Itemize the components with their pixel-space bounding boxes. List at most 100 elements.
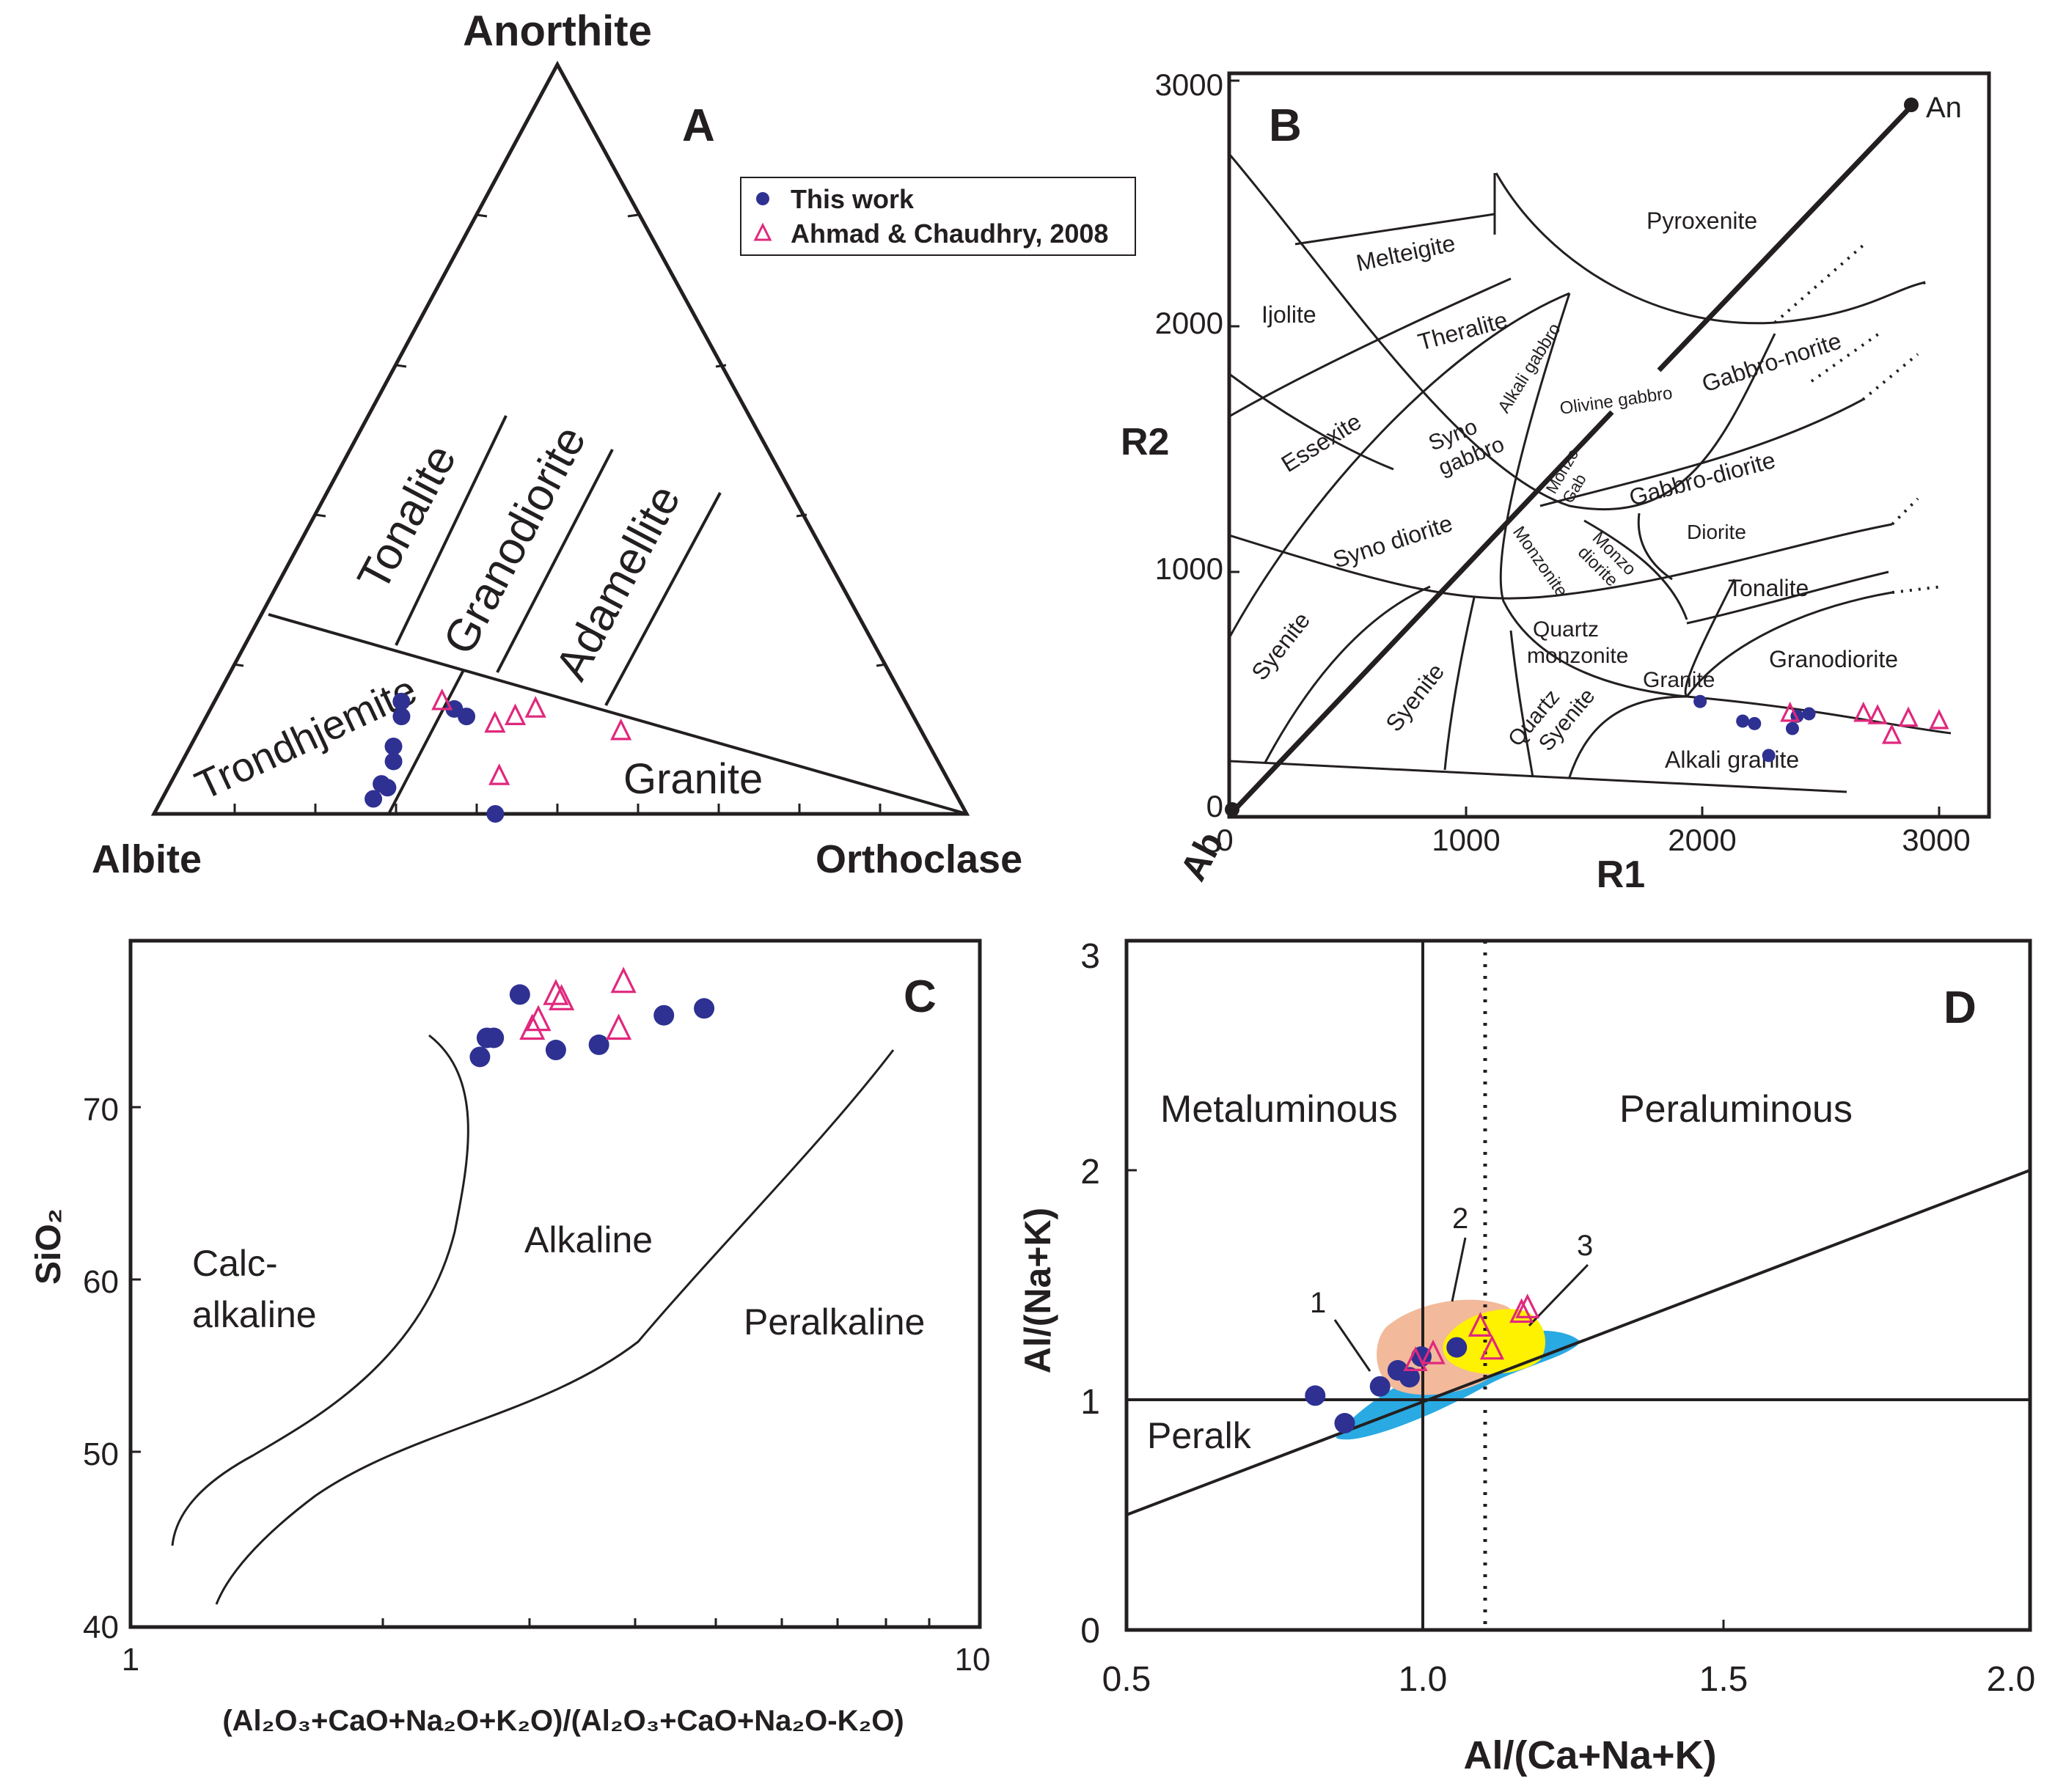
panel-d-ytick-label: 2 [1080, 1153, 1100, 1191]
field-label-line: Quartz [1533, 617, 1599, 642]
apex-orthoclase-label: Orthoclase [816, 837, 1022, 881]
field-calc-alkaline-label: Calc-alkaline [192, 1243, 317, 1335]
data-point-ahmad-chaudhry [1881, 723, 1902, 744]
panel-c-ytick-label: 40 [83, 1609, 119, 1645]
field-label-line: monzonite [1527, 644, 1628, 668]
field-label: Melteigite [1354, 229, 1457, 276]
field-label: Essexite [1277, 408, 1366, 477]
field-label: Monzonite [1509, 523, 1572, 601]
panel-b-xtick-label: 2000 [1668, 823, 1736, 857]
field-label: Tonalite [1728, 575, 1809, 601]
legend-this-work-label: This work [791, 184, 915, 214]
panel-d-frame [1124, 939, 2032, 1632]
field-peralkaline-label: Peralkaline [744, 1301, 925, 1343]
panel-d-xtick-label: 0.5 [1102, 1660, 1151, 1699]
field-label: Quartz monzonite [1527, 617, 1628, 668]
panel-d-ytick-label: 1 [1080, 1383, 1100, 1422]
panel-b-axis-labels: 0 1000 2000 3000 0 1000 2000 3000 R1 R2 [1121, 67, 1971, 896]
region-2-label: 2 [1452, 1202, 1468, 1235]
data-point-ahmad-chaudhry [610, 966, 637, 994]
panel-b-yaxis-title: R2 [1121, 421, 1169, 463]
data-point-this-work [384, 752, 403, 771]
panel-c-ticks [131, 1106, 931, 1628]
data-point-ahmad-chaudhry [1468, 1312, 1492, 1337]
panel-d-yaxis-title: Al/(Na+K) [1017, 1208, 1058, 1373]
data-point-this-work [469, 1046, 491, 1068]
data-point-this-work [365, 790, 383, 808]
data-point-this-work [486, 805, 505, 823]
field-label: Theralite [1415, 306, 1510, 356]
data-point-this-work [1802, 707, 1816, 721]
peralkaline-boundary [215, 1049, 895, 1605]
ternary-ticks [232, 213, 887, 814]
panel-b-xtick-label: 1000 [1432, 823, 1500, 857]
data-point-ahmad-chaudhry [1421, 1339, 1446, 1365]
data-point-this-work [1785, 721, 1799, 735]
data-point-ahmad-chaudhry [484, 710, 506, 733]
field-label-line: Calc- [192, 1243, 278, 1284]
data-point-this-work [378, 779, 397, 797]
panel-d-regions [1336, 1299, 1580, 1440]
data-point-ahmad-chaudhry [1403, 1346, 1428, 1371]
panel-b-field-labels: Pyroxenite Melteigite Ijolite Theralite … [1246, 208, 1898, 773]
field-label: Syno diorite [1330, 510, 1456, 573]
panel-c-letter: C [904, 972, 937, 1022]
field-peraluminous-label: Peraluminous [1619, 1088, 1853, 1131]
an-endpoint-label: An [1926, 92, 1962, 124]
data-point-this-work [1446, 1337, 1468, 1358]
calc-alkaline-boundary [171, 1034, 469, 1546]
data-point-this-work [694, 998, 715, 1019]
panel-d-ytick-label: 0 [1080, 1612, 1100, 1650]
data-point-this-work [392, 692, 411, 710]
data-point-ahmad-chaudhry [519, 1013, 546, 1040]
data-point-this-work [458, 708, 476, 726]
panel-d-ticks [1127, 1169, 1725, 1630]
panel-d-ytick-label: 3 [1080, 937, 1100, 976]
panel-d-xtick-label: 1.5 [1699, 1660, 1748, 1699]
data-point-this-work [1399, 1367, 1420, 1388]
panel-d-xtick-label: 1.0 [1399, 1660, 1448, 1699]
data-point-this-work [509, 984, 530, 1005]
panel-c-ytick-label: 70 [83, 1092, 119, 1128]
field-label: Alkali gabbro [1494, 320, 1564, 416]
panel-b-xtick-label: 3000 [1902, 823, 1970, 857]
field-label: Olivine gabbro [1558, 383, 1674, 419]
panel-d-aluminium: 1 2 3 3 2 1 0 0.5 1.0 1.5 2.0 Al/(Na+K) … [1017, 937, 2035, 1777]
trondhjemite-granite-boundary [268, 613, 967, 815]
panel-b-field-boundaries [1229, 153, 1952, 793]
field-alkaline-label: Alkaline [524, 1219, 653, 1260]
panel-c-ytick-label: 60 [83, 1264, 119, 1300]
panel-c-frame [128, 939, 982, 1629]
panel-c-xaxis-title: (Al₂O₃+CaO+Na₂O+K₂O)/(Al₂O₃+CaO+Na₂O-K₂O… [222, 1705, 904, 1737]
panel-d-boundaries [1126, 941, 2031, 1630]
panel-b-xaxis-title: R1 [1597, 853, 1645, 896]
data-point-this-work [653, 1005, 675, 1026]
a-equals-cnk-line [1126, 1169, 2031, 1516]
field-adamellite-label: Adamellite [546, 477, 690, 688]
data-point-ahmad-chaudhry [543, 979, 569, 1005]
field-label: Alkali granite [1665, 746, 1799, 773]
panel-d-xtick-label: 2.0 [1987, 1660, 2036, 1699]
data-point-ahmad-chaudhry [1898, 706, 1919, 727]
ab-endpoint-marker [1225, 802, 1239, 817]
data-point-this-work [1762, 749, 1776, 763]
data-point-ahmad-chaudhry [549, 984, 575, 1010]
data-point-this-work [1369, 1376, 1391, 1397]
legend-box [740, 177, 1136, 256]
panel-b-ytick-label: 0 [1206, 789, 1223, 823]
panel-c-xtick-label: 1 [122, 1642, 139, 1678]
field-metaluminous-label: Metaluminous [1160, 1088, 1398, 1131]
ternary-triangle [150, 60, 970, 816]
panel-b-letter: B [1269, 100, 1302, 151]
data-point-this-work [545, 1040, 566, 1061]
panel-a-letter: A [682, 100, 715, 151]
panel-b-frame [1227, 71, 1991, 819]
data-point-this-work [1334, 1413, 1355, 1433]
legend: This work Ahmad & Chaudhry, 2008 [740, 177, 1136, 256]
data-point-ahmad-chaudhry [431, 688, 453, 710]
panel-d-axis-labels: 3 2 1 0 0.5 1.0 1.5 2.0 Al/(Na+K) Al/(Ca… [1017, 937, 2035, 1777]
panel-c-yaxis-title: SiO₂ [29, 1208, 68, 1285]
data-point-this-work [483, 1027, 505, 1049]
trondhjemite-boundary [387, 669, 465, 815]
panel-d-xaxis-title: Al/(Ca+Na+K) [1463, 1733, 1716, 1777]
